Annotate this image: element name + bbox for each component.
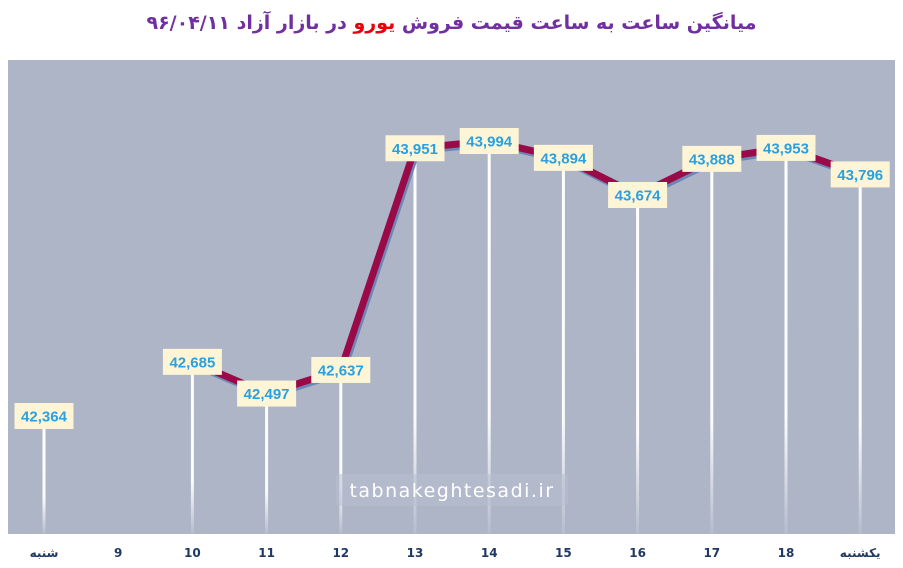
data-label: 42,364 [14, 403, 74, 429]
x-tick-label: 18 [778, 546, 795, 560]
data-label-text: 43,894 [540, 150, 587, 167]
data-label-text: 43,674 [615, 187, 662, 204]
data-label: 42,497 [237, 380, 297, 407]
data-label: 43,674 [608, 181, 668, 208]
drop-line [858, 174, 862, 534]
data-label-box [385, 135, 445, 162]
data-label: 43,951 [385, 135, 445, 162]
data-label-text: 42,637 [318, 362, 364, 379]
chart-title: میانگین ساعت به ساعت قیمت فروش یورو در ب… [0, 8, 903, 38]
x-tick-label: 14 [481, 546, 498, 560]
drop-line [636, 194, 640, 534]
drop-line [265, 393, 269, 534]
data-label-text: 43,994 [466, 134, 513, 151]
x-tick-label: 12 [332, 546, 349, 560]
data-label-text: 43,888 [689, 151, 735, 168]
x-tick-label: 15 [555, 546, 572, 560]
drop-line [339, 369, 343, 534]
x-tick-label: 11 [258, 546, 275, 560]
title-currency-highlight: یورو [353, 12, 396, 34]
data-label-box [162, 348, 222, 375]
data-label: 43,888 [682, 145, 742, 172]
drop-line [190, 361, 194, 534]
plot-area [8, 60, 895, 534]
series-line [188, 137, 864, 398]
data-label: 43,796 [830, 161, 890, 188]
data-label-box [311, 356, 371, 383]
watermark: tabnakeghtesadi.ir [336, 474, 568, 506]
x-tick-label: شنبه [30, 546, 59, 560]
data-label-box [830, 161, 890, 188]
title-text-before: میانگین ساعت به ساعت قیمت فروش [401, 12, 757, 34]
data-label: 42,685 [162, 348, 222, 375]
x-tick-label: 10 [184, 546, 201, 560]
x-tick-label: 9 [114, 546, 122, 560]
title-text-after: در بازار آزاد ۹۶/۰۴/۱۱ [146, 12, 347, 34]
data-label-text: 43,796 [837, 167, 883, 184]
data-label-text: 42,497 [244, 386, 290, 403]
data-label: 43,894 [533, 144, 593, 171]
data-label: 43,953 [756, 134, 816, 161]
x-tick-label: 17 [703, 546, 720, 560]
data-label-box [14, 403, 74, 429]
watermark-text: tabnakeghtesadi.ir [349, 480, 554, 502]
data-label: 43,994 [459, 128, 519, 154]
drop-line [561, 157, 565, 535]
data-label-text: 42,685 [169, 354, 215, 371]
data-label: 42,637 [311, 356, 371, 383]
data-label-box [533, 144, 593, 171]
data-label-box [608, 181, 668, 208]
drop-line [487, 141, 491, 534]
data-label-box [459, 128, 519, 154]
x-tick-label: 13 [407, 546, 424, 560]
drop-line [413, 148, 417, 534]
drop-line [710, 158, 714, 535]
data-label-box [756, 134, 816, 161]
data-label-box [237, 380, 297, 407]
drop-line [784, 147, 788, 534]
x-tick-label: 16 [629, 546, 646, 560]
data-label-box [682, 145, 742, 172]
x-tick-label: یکشنبه [840, 546, 881, 560]
data-label-text: 42,364 [21, 409, 68, 426]
drop-line [42, 416, 46, 534]
data-label-text: 43,953 [763, 140, 809, 157]
data-label-text: 43,951 [392, 141, 438, 158]
